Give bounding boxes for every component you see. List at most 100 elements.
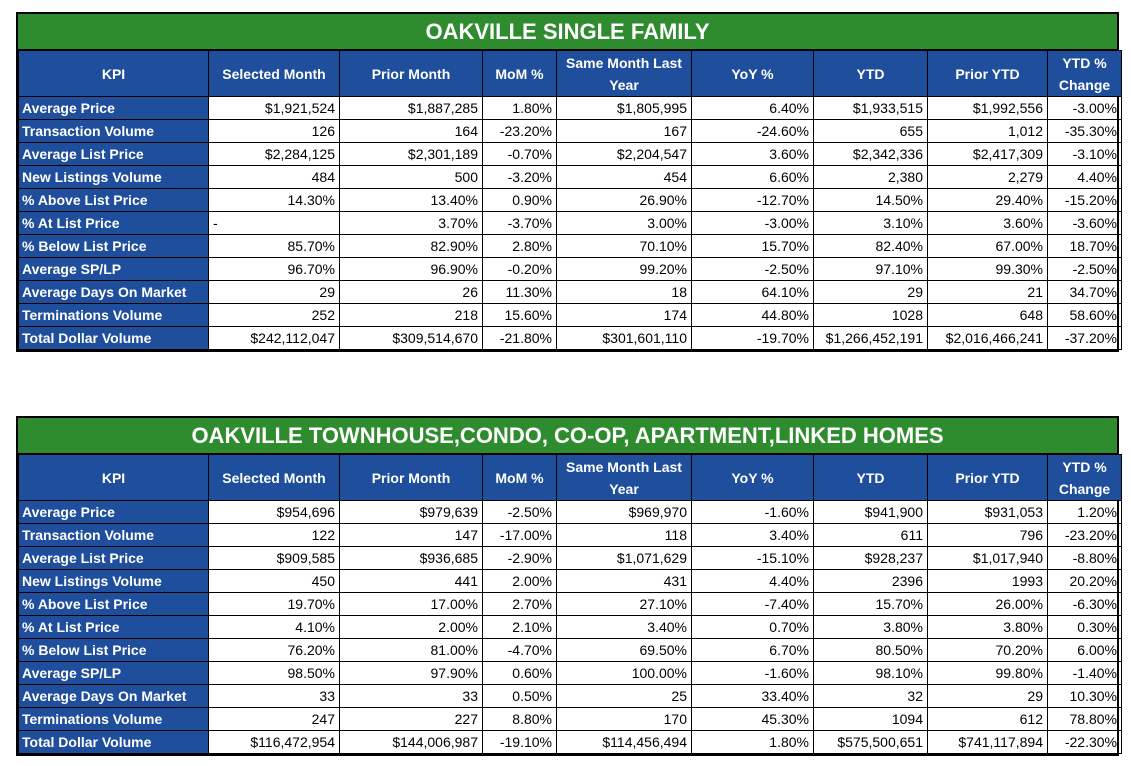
ytd-cell: $575,500,651 (813, 730, 928, 754)
mom-cell: 2.80% (482, 234, 557, 258)
ytd-change-cell: -6.30% (1047, 592, 1122, 616)
yoy-cell: 3.40% (691, 523, 814, 547)
mom-cell: 1.80% (482, 96, 557, 120)
col-header-mom: MoM % (482, 454, 557, 501)
ytd-cell: 80.50% (813, 638, 928, 662)
same-month-last-year-cell: 3.00% (556, 211, 692, 235)
selected-month-cell: $954,696 (208, 500, 340, 524)
mom-cell: -23.20% (482, 119, 557, 143)
same-month-last-year-cell: 100.00% (556, 661, 692, 685)
table-title: OAKVILLE SINGLE FAMILY (18, 14, 1117, 50)
selected-month-cell: 19.70% (208, 592, 340, 616)
ytd-change-cell: 34.70% (1047, 280, 1122, 304)
ytd-change-cell: -1.40% (1047, 661, 1122, 685)
kpi-name-cell: Average Days On Market (18, 684, 209, 708)
ytd-cell: 1094 (813, 707, 928, 731)
prior-ytd-cell: 1993 (927, 569, 1048, 593)
ytd-change-cell: -37.20% (1047, 326, 1122, 350)
kpi-name-cell: Transaction Volume (18, 523, 209, 547)
mom-cell: 0.50% (482, 684, 557, 708)
same-month-last-year-cell: 25 (556, 684, 692, 708)
ytd-change-cell: 6.00% (1047, 638, 1122, 662)
mom-cell: 8.80% (482, 707, 557, 731)
table-row: Average List Price $2,284,125 $2,301,189 -0… (18, 142, 1122, 166)
ytd-change-cell: 4.40% (1047, 165, 1122, 189)
prior-month-cell: $979,639 (339, 500, 483, 524)
kpi-grid: KPI Selected Month Prior Month MoM % Sam… (18, 454, 1122, 754)
prior-ytd-cell: $1,992,556 (927, 96, 1048, 120)
mom-cell: 2.10% (482, 615, 557, 639)
ytd-cell: 29 (813, 280, 928, 304)
kpi-name-cell: % At List Price (18, 211, 209, 235)
prior-ytd-cell: 796 (927, 523, 1048, 547)
ytd-change-cell: -2.50% (1047, 257, 1122, 281)
same-month-last-year-cell: 431 (556, 569, 692, 593)
prior-month-cell: 17.00% (339, 592, 483, 616)
kpi-name-cell: Average Price (18, 500, 209, 524)
mom-cell: 2.70% (482, 592, 557, 616)
prior-ytd-cell: 70.20% (927, 638, 1048, 662)
table-row: Average Price $954,696 $979,639 -2.50% $969,… (18, 500, 1122, 524)
yoy-cell: 0.70% (691, 615, 814, 639)
ytd-change-cell: -23.20% (1047, 523, 1122, 547)
selected-month-cell: 126 (208, 119, 340, 143)
same-month-last-year-cell: 118 (556, 523, 692, 547)
mom-cell: 2.00% (482, 569, 557, 593)
prior-month-cell: 441 (339, 569, 483, 593)
ytd-change-cell: -8.80% (1047, 546, 1122, 570)
mom-cell: -3.70% (482, 211, 557, 235)
prior-month-cell: 33 (339, 684, 483, 708)
ytd-change-cell: 0.30% (1047, 615, 1122, 639)
kpi-name-cell: Terminations Volume (18, 303, 209, 327)
kpi-name-cell: % Below List Price (18, 638, 209, 662)
selected-month-cell: 484 (208, 165, 340, 189)
kpi-name-cell: Average Price (18, 96, 209, 120)
yoy-cell: 3.60% (691, 142, 814, 166)
ytd-change-cell: 1.20% (1047, 500, 1122, 524)
same-month-last-year-cell: 174 (556, 303, 692, 327)
prior-month-cell: 81.00% (339, 638, 483, 662)
same-month-last-year-cell: $114,456,494 (556, 730, 692, 754)
yoy-cell: 45.30% (691, 707, 814, 731)
col-header-selected-month: Selected Month (208, 50, 340, 97)
ytd-cell: 32 (813, 684, 928, 708)
yoy-cell: -12.70% (691, 188, 814, 212)
prior-ytd-cell: 29 (927, 684, 1048, 708)
ytd-cell: 3.10% (813, 211, 928, 235)
table-row: % At List Price 4.10% 2.00% 2.10% 3.40% 0.70%… (18, 615, 1122, 639)
col-header-ytd: YTD (813, 454, 928, 501)
table-row: Transaction Volume 122 147 -17.00% 118 3.40% 6… (18, 523, 1122, 547)
yoy-cell: -7.40% (691, 592, 814, 616)
col-header-kpi: KPI (18, 50, 209, 97)
table-row: % Above List Price 19.70% 17.00% 2.70% 27.10… (18, 592, 1122, 616)
table-row: New Listings Volume 450 441 2.00% 431 4.40% 23… (18, 569, 1122, 593)
same-month-last-year-cell: $2,204,547 (556, 142, 692, 166)
selected-month-cell: 85.70% (208, 234, 340, 258)
single-family-table: OAKVILLE SINGLE FAMILY KPI Selected Mont… (16, 12, 1122, 352)
ytd-cell: 2,380 (813, 165, 928, 189)
kpi-name-cell: Total Dollar Volume (18, 326, 209, 350)
ytd-change-cell: -15.20% (1047, 188, 1122, 212)
same-month-last-year-cell: 170 (556, 707, 692, 731)
prior-month-cell: 26 (339, 280, 483, 304)
ytd-cell: 3.80% (813, 615, 928, 639)
prior-month-cell: 2.00% (339, 615, 483, 639)
yoy-cell: 33.40% (691, 684, 814, 708)
prior-month-cell: $1,887,285 (339, 96, 483, 120)
yoy-cell: -1.60% (691, 661, 814, 685)
same-month-last-year-cell: $1,071,629 (556, 546, 692, 570)
prior-month-cell: $936,685 (339, 546, 483, 570)
selected-month-cell: $1,921,524 (208, 96, 340, 120)
same-month-last-year-cell: 99.20% (556, 257, 692, 281)
mom-cell: 0.90% (482, 188, 557, 212)
kpi-name-cell: % Above List Price (18, 188, 209, 212)
prior-ytd-cell: 2,279 (927, 165, 1048, 189)
mom-cell: -3.20% (482, 165, 557, 189)
mom-cell: -21.80% (482, 326, 557, 350)
ytd-cell: $2,342,336 (813, 142, 928, 166)
yoy-cell: 15.70% (691, 234, 814, 258)
prior-month-cell: 500 (339, 165, 483, 189)
selected-month-cell: 14.30% (208, 188, 340, 212)
prior-ytd-cell: 26.00% (927, 592, 1048, 616)
ytd-cell: 655 (813, 119, 928, 143)
